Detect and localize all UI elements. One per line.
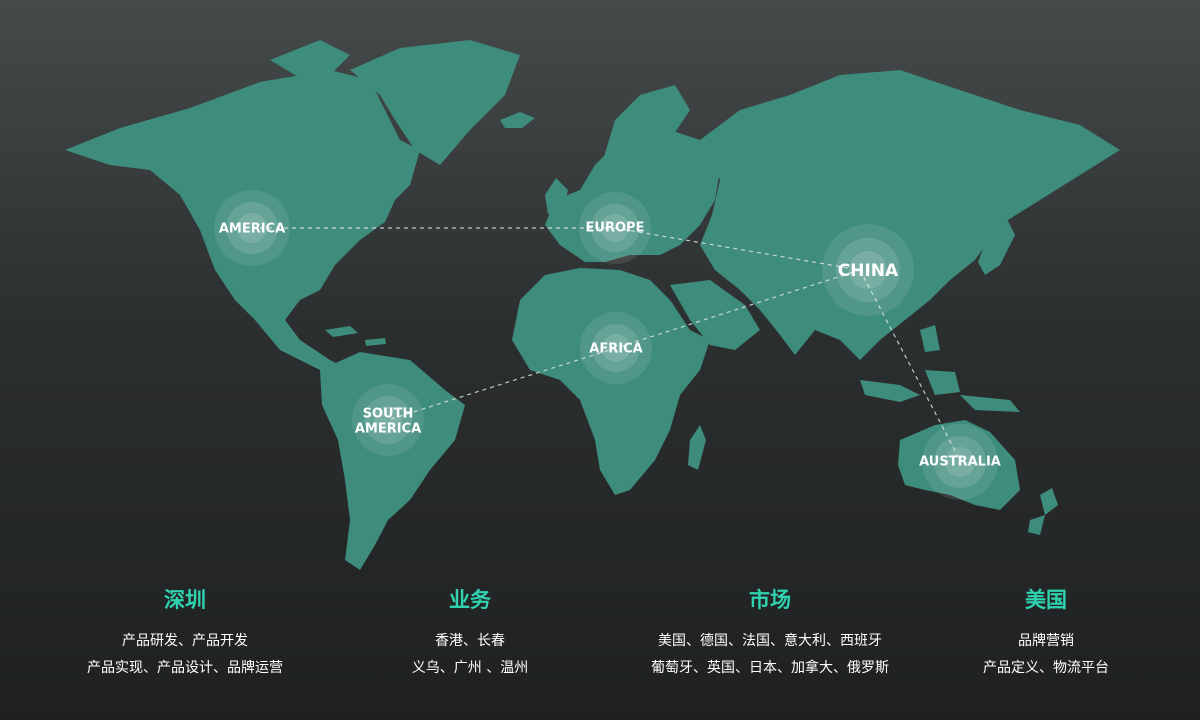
marker-europe: EUROPE xyxy=(579,192,651,264)
marker-america: AMERICA xyxy=(214,190,290,266)
route-china-australia xyxy=(859,269,961,461)
column-line: 义乌、广州 、温州 xyxy=(411,660,529,676)
label-america: AMERICA xyxy=(219,222,285,237)
greenland-landmass xyxy=(350,40,520,165)
world-map: AMERICA EUROPE CHINA AFRICA SOUTH AMERIC… xyxy=(65,40,1120,570)
label-south-america-line1: SOUTH xyxy=(363,407,414,422)
marker-australia: AUSTRALIA xyxy=(919,424,1001,500)
new-zealand-landmass xyxy=(1028,488,1058,535)
arctic-islands xyxy=(270,40,375,115)
south-america-landmass xyxy=(320,352,465,570)
column-line: 产品实现、产品设计、品牌运营 xyxy=(87,660,283,676)
australia-landmass xyxy=(898,420,1020,510)
label-china: CHINA xyxy=(838,261,899,281)
column-line: 葡萄牙、英国、日本、加拿大、俄罗斯 xyxy=(651,660,889,676)
route-europe-china xyxy=(614,227,861,271)
column-line: 香港、长春 xyxy=(435,633,505,649)
marker-china: CHINA xyxy=(822,224,914,316)
column-title: 市场 xyxy=(749,588,791,612)
column-usa: 美国 品牌营销 产品定义、物流平台 xyxy=(896,584,1196,682)
column-line: 产品定义、物流平台 xyxy=(983,660,1109,676)
caribbean-islands xyxy=(325,326,386,346)
column-line: 美国、德国、法国、意大利、西班牙 xyxy=(658,633,882,649)
scandinavia-landmass xyxy=(600,85,690,180)
southeast-asia-islands xyxy=(860,325,1020,412)
column-title: 业务 xyxy=(449,588,491,612)
asia-landmass xyxy=(700,70,1120,360)
column-title: 深圳 xyxy=(164,588,206,612)
north-america-landmass xyxy=(65,70,420,380)
info-columns: 深圳 产品研发、产品开发 产品实现、产品设计、品牌运营 业务 香港、长春 义乌、… xyxy=(0,584,1200,704)
europe-landmass xyxy=(545,130,720,262)
marker-south-america: SOUTH AMERICA xyxy=(352,384,424,456)
madagascar-landmass xyxy=(688,425,706,470)
label-africa: AFRICA xyxy=(589,342,642,357)
column-line: 品牌营销 xyxy=(1018,633,1074,649)
column-market: 市场 美国、德国、法国、意大利、西班牙 葡萄牙、英国、日本、加拿大、俄罗斯 xyxy=(620,584,920,682)
uk-landmass xyxy=(545,178,568,214)
route-china-africa xyxy=(615,269,861,349)
column-title: 美国 xyxy=(1025,588,1067,612)
marker-africa: AFRICA xyxy=(580,312,652,384)
column-business: 业务 香港、长春 义乌、广州 、温州 xyxy=(320,584,620,682)
label-australia: AUSTRALIA xyxy=(919,455,1001,470)
japan-landmass xyxy=(978,215,1015,275)
label-south-america-line2: AMERICA xyxy=(355,422,421,437)
arabia-landmass xyxy=(670,280,760,350)
column-shenzhen: 深圳 产品研发、产品开发 产品实现、产品设计、品牌运营 xyxy=(35,584,335,682)
africa-landmass xyxy=(512,268,710,495)
column-line: 产品研发、产品开发 xyxy=(122,633,248,649)
iceland-landmass xyxy=(500,112,535,128)
label-europe: EUROPE xyxy=(586,221,645,236)
